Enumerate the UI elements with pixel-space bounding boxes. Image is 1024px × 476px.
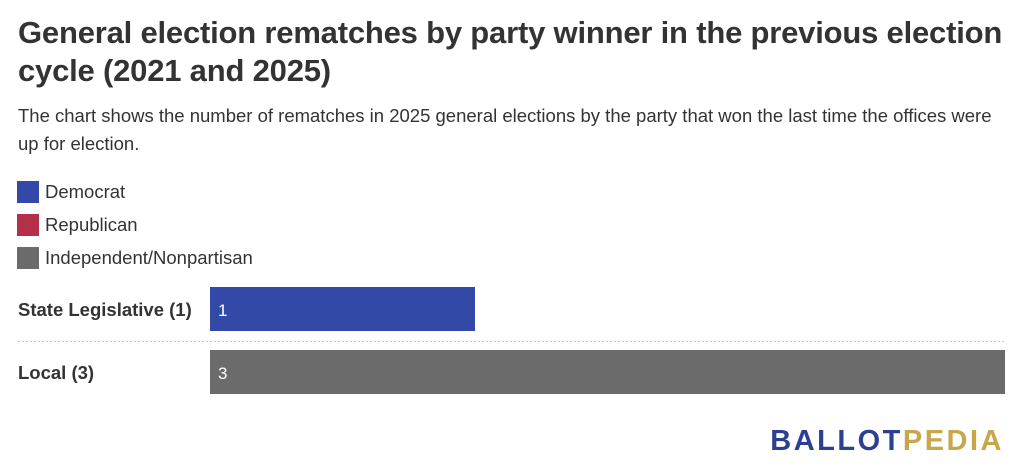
logo-ballot-text: BALLOT <box>770 425 903 457</box>
chart-subtitle: The chart shows the number of rematches … <box>18 105 992 154</box>
legend-item-democrat: Democrat <box>17 175 253 208</box>
ballotpedia-logo: BALLOTPEDIA <box>770 425 1004 458</box>
legend-item-independent: Independent/Nonpartisan <box>17 241 253 274</box>
category-label-state-legislative-1: State Legislative (1) <box>18 299 192 320</box>
legend-label-independent: Independent/Nonpartisan <box>45 246 253 268</box>
legend-label-republican: Republican <box>45 213 138 235</box>
legend-swatch-independent <box>17 246 39 269</box>
category-label-local-3: Local (3) <box>18 362 94 383</box>
bar-state-legislative-1-democrat <box>210 287 475 331</box>
legend-label-democrat: Democrat <box>45 180 126 202</box>
legend-swatch-republican <box>17 213 39 236</box>
bar-chart: State Legislative (1) 1 Local (3) 3 <box>18 287 1005 394</box>
chart-title: General election rematches by party winn… <box>18 15 1003 88</box>
legend: Democrat Republican Independent/Nonparti… <box>17 175 253 274</box>
legend-item-republican: Republican <box>17 208 253 241</box>
bar-local-3-independent-nonpartisan <box>210 350 1005 394</box>
legend-swatch-democrat <box>17 180 39 203</box>
logo-pedia-text: PEDIA <box>902 425 1004 457</box>
data-label-local-3: 3 <box>218 364 227 383</box>
data-label-state-legislative-1: 1 <box>218 301 227 320</box>
